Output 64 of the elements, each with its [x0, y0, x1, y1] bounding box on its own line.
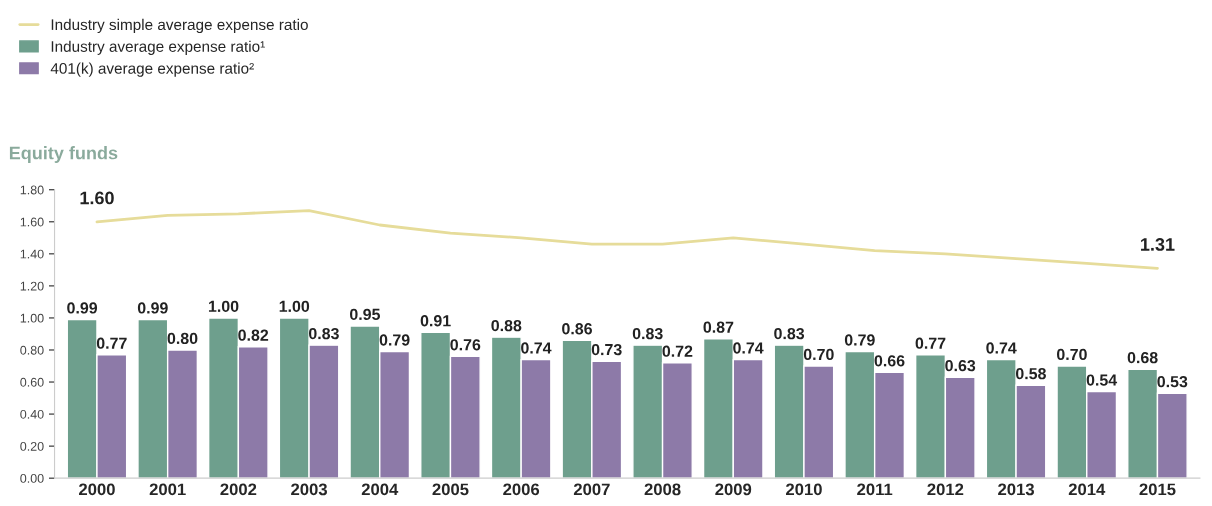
chart-title: Equity funds [9, 146, 118, 163]
data-label: 0.77 [96, 337, 127, 349]
data-label: 0.79 [844, 334, 875, 346]
data-label: 0.88 [491, 319, 522, 332]
data-label: 0.54 [1086, 374, 1118, 386]
x-tick-label: 2012 [927, 483, 964, 496]
x-tick-label: 2014 [1068, 483, 1106, 496]
data-label: 0.83 [774, 327, 805, 340]
data-label: 0.53 [1157, 376, 1188, 388]
data-label: 0.91 [420, 315, 451, 327]
x-tick-label: 2003 [291, 483, 327, 496]
data-label: 0.80 [167, 332, 198, 345]
data-label: 0.79 [379, 334, 410, 346]
data-label: 0.83 [309, 327, 339, 340]
data-label: 0.74 [521, 342, 552, 354]
x-tick-label: 2004 [361, 483, 399, 496]
data-label: 0.82 [238, 329, 269, 341]
data-label: 0.70 [1057, 348, 1087, 361]
data-label: 0.83 [632, 327, 663, 340]
data-label: 0.95 [350, 308, 381, 321]
y-tick-label: 1.00 [20, 313, 44, 323]
y-tick-label: 0.60 [20, 377, 44, 387]
x-tick-label: 2002 [220, 483, 257, 496]
x-tick-label: 2009 [715, 483, 752, 496]
x-tick-label: 2001 [149, 483, 186, 496]
x-tick-label: 2013 [998, 483, 1034, 496]
legend-label: Industry average expense ratio¹ [51, 40, 265, 55]
x-tick-label: 2010 [786, 483, 822, 496]
data-label: 0.86 [562, 323, 592, 335]
data-label: 0.70 [803, 348, 834, 361]
data-label: 0.74 [986, 342, 1017, 354]
data-label: 1.60 [80, 191, 114, 205]
x-tick-label: 2007 [573, 483, 610, 496]
x-tick-label: 2008 [644, 483, 681, 496]
y-tick-label: 1.60 [20, 217, 44, 227]
data-label: 0.72 [662, 345, 693, 357]
data-label: 0.99 [137, 302, 168, 314]
data-label: 1.00 [279, 300, 310, 312]
x-tick-label: 2005 [432, 483, 469, 496]
data-label: 0.58 [1016, 367, 1046, 380]
y-tick-label: 0.00 [20, 473, 44, 483]
data-label: 1.31 [1141, 238, 1175, 251]
y-tick-label: 0.20 [20, 441, 44, 451]
data-label: 0.73 [591, 343, 622, 356]
data-label: 0.66 [874, 355, 905, 367]
data-label: 0.68 [1127, 351, 1158, 364]
x-tick-label: 2015 [1139, 483, 1176, 496]
data-label: 0.74 [733, 342, 764, 354]
data-label: 0.63 [945, 359, 976, 372]
data-label: 1.00 [208, 300, 239, 312]
data-label: 0.99 [67, 302, 98, 314]
y-tick-label: 1.80 [20, 185, 44, 195]
y-tick-label: 1.20 [20, 281, 44, 291]
x-tick-label: 2006 [503, 483, 540, 496]
legend-label: Industry simple average expense ratio [51, 18, 308, 34]
legend-label: 401(k) average expense ratio² [50, 62, 254, 77]
x-tick-label: 2011 [857, 483, 893, 496]
data-label: 0.76 [450, 339, 481, 351]
y-tick-label: 0.80 [20, 345, 44, 355]
y-tick-label: 0.40 [20, 409, 44, 419]
data-label: 0.77 [915, 337, 946, 349]
x-tick-label: 2000 [79, 483, 115, 496]
y-tick-label: 1.40 [20, 249, 44, 259]
data-label: 0.87 [703, 321, 734, 333]
